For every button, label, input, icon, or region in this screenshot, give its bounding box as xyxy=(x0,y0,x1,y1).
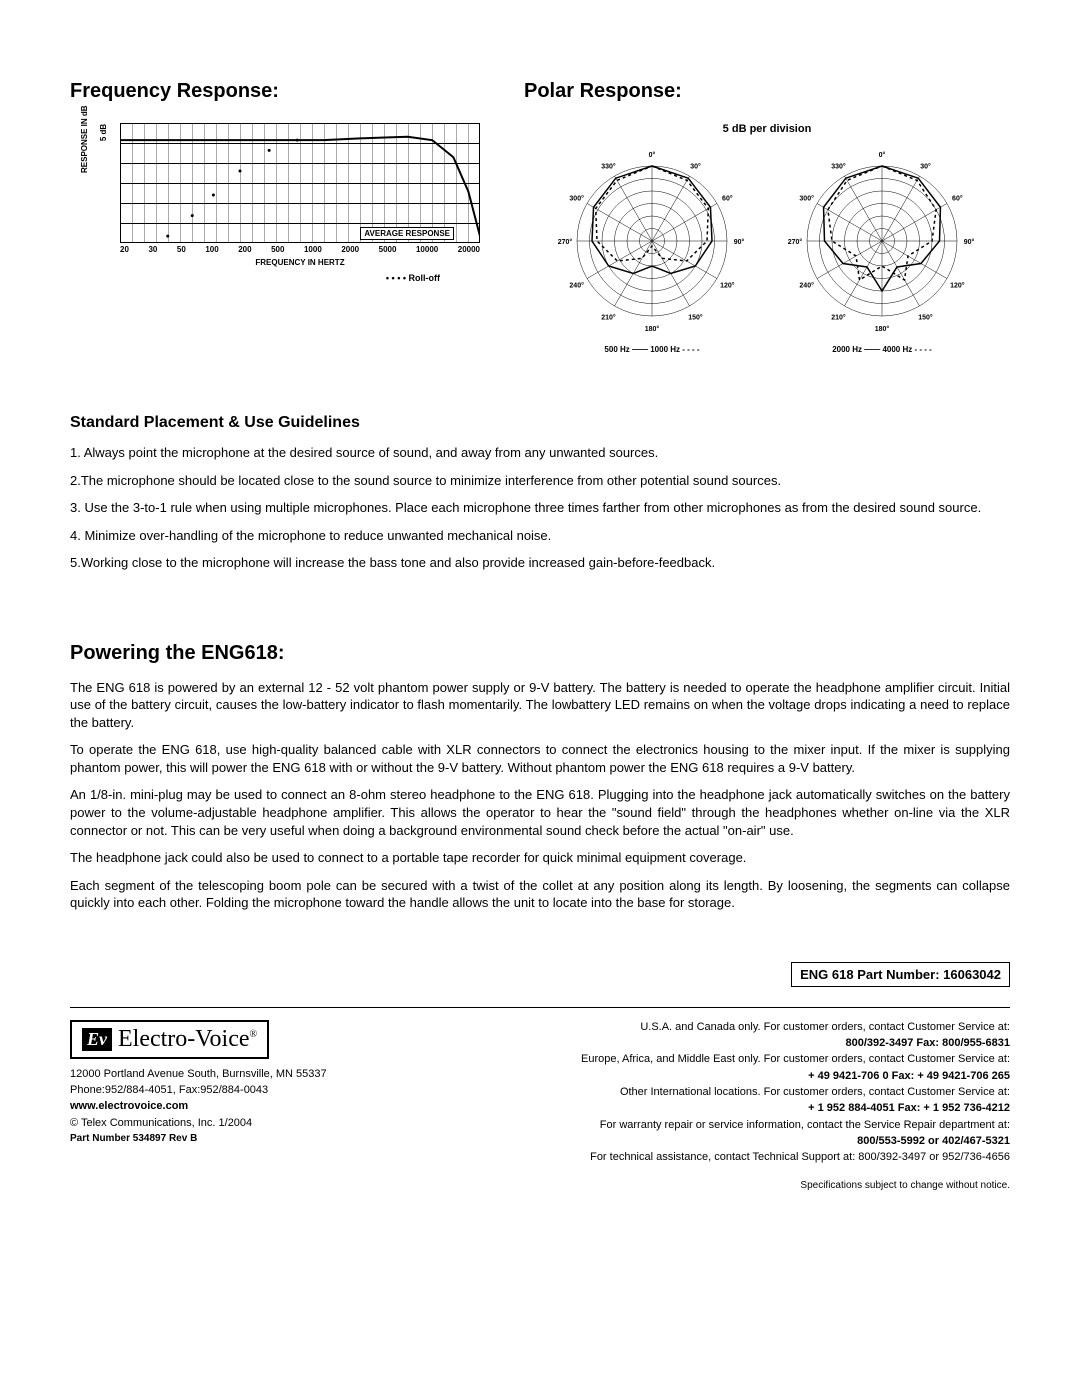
footer-contact-line: Other International locations. For custo… xyxy=(458,1085,1010,1099)
power-paragraph: The headphone jack could also be used to… xyxy=(70,849,1010,867)
polar-response-title: Polar Response: xyxy=(524,80,1010,103)
footer-separator xyxy=(70,1007,1010,1008)
svg-text:270°: 270° xyxy=(788,238,803,246)
power-paragraph: Each segment of the telescoping boom pol… xyxy=(70,877,1010,912)
footer-website: www.electrovoice.com xyxy=(70,1099,438,1113)
footer-contact-line: 800/553-5992 or 402/467-5321 xyxy=(458,1134,1010,1148)
freq-ylabel: RESPONSE IN dB xyxy=(80,105,89,173)
polar-plot-right: 0° 30° 60° 90° 120° 150° 180° 210° 240° 270° 300° 3… xyxy=(782,141,982,341)
freq-xtick: 2000 xyxy=(341,245,359,254)
footer-phone: Phone:952/884-4051, Fax:952/884-0043 xyxy=(70,1083,438,1097)
ev-logo-text: Electro-Voice® xyxy=(118,1026,257,1053)
freq-xtick: 20 xyxy=(120,245,129,254)
svg-text:30°: 30° xyxy=(690,163,701,171)
svg-text:60°: 60° xyxy=(952,195,963,203)
guideline-item: 5.Working close to the microphone will i… xyxy=(70,554,1010,572)
footer-contact-line: For warranty repair or service informati… xyxy=(458,1118,1010,1132)
freq-curve-svg xyxy=(120,123,480,243)
svg-text:240°: 240° xyxy=(569,282,584,290)
svg-text:150°: 150° xyxy=(918,313,933,321)
guideline-item: 3. Use the 3-to-1 rule when using multip… xyxy=(70,499,1010,517)
svg-text:90°: 90° xyxy=(734,238,745,246)
svg-text:0°: 0° xyxy=(879,151,886,159)
footer-contact-line: Europe, Africa, and Middle East only. Fo… xyxy=(458,1052,1010,1066)
spec-note: Specifications subject to change without… xyxy=(70,1180,1010,1191)
svg-text:120°: 120° xyxy=(720,282,735,290)
guideline-item: 1. Always point the microphone at the de… xyxy=(70,444,1010,462)
svg-text:330°: 330° xyxy=(601,163,616,171)
power-paragraph: The ENG 618 is powered by an external 12… xyxy=(70,679,1010,732)
svg-text:120°: 120° xyxy=(950,282,965,290)
footer-contact-line: + 49 9421-706 0 Fax: + 49 9421-706 265 xyxy=(458,1069,1010,1083)
svg-text:0°: 0° xyxy=(649,151,656,159)
power-section: Powering the ENG618: The ENG 618 is powe… xyxy=(70,642,1010,912)
footer-contact-line: For technical assistance, contact Techni… xyxy=(458,1150,1010,1164)
svg-text:210°: 210° xyxy=(601,313,616,321)
freq-xtick: 1000 xyxy=(304,245,322,254)
svg-text:30°: 30° xyxy=(920,163,931,171)
footer-contact-line: + 1 952 884-4051 Fax: + 1 952 736-4212 xyxy=(458,1101,1010,1115)
freq-xtick: 500 xyxy=(271,245,284,254)
freq-response-chart: 5 dB RESPONSE IN dB AVERAGE RESPONSE 203… xyxy=(100,123,480,273)
polar-left-freqs: 500 Hz —— 1000 Hz - - - - xyxy=(552,345,752,354)
footer-part-number: Part Number 534897 Rev B xyxy=(70,1132,438,1145)
power-paragraph: An 1/8-in. mini-plug may be used to conn… xyxy=(70,786,1010,839)
polar-plot-left: 0° 30° 60° 90° 120° 150° 180° 210° 240° 270° 300° 3… xyxy=(552,141,752,341)
polar-right-freqs: 2000 Hz —— 4000 Hz - - - - xyxy=(782,345,982,354)
part-number-box: ENG 618 Part Number: 16063042 xyxy=(791,962,1010,987)
polar-caption: 5 dB per division xyxy=(524,123,1010,135)
svg-text:270°: 270° xyxy=(558,238,573,246)
svg-text:60°: 60° xyxy=(722,195,733,203)
freq-response-title: Frequency Response: xyxy=(70,80,484,103)
svg-text:210°: 210° xyxy=(831,313,846,321)
svg-text:180°: 180° xyxy=(645,325,660,333)
footer-copyright: © Telex Communications, Inc. 1/2004 xyxy=(70,1116,438,1130)
freq-xtick: 10000 xyxy=(416,245,438,254)
footer-contact-line: U.S.A. and Canada only. For customer ord… xyxy=(458,1020,1010,1034)
power-paragraph: To operate the ENG 618, use high-quality… xyxy=(70,741,1010,776)
freq-xtick: 200 xyxy=(238,245,251,254)
freq-xtick: 30 xyxy=(148,245,157,254)
guideline-item: 2.The microphone should be located close… xyxy=(70,472,1010,490)
freq-xlabel: FREQUENCY IN HERTZ xyxy=(120,258,480,267)
power-title: Powering the ENG618: xyxy=(70,642,1010,665)
svg-text:180°: 180° xyxy=(875,325,890,333)
rolloff-label: • • • • Roll-off xyxy=(386,273,440,283)
ev-logo: Ev Electro-Voice® xyxy=(70,1020,269,1059)
footer-contact-line: 800/392-3497 Fax: 800/955-6831 xyxy=(458,1036,1010,1050)
footer: Ev Electro-Voice® 12000 Portland Avenue … xyxy=(70,1020,1010,1167)
guidelines-title: Standard Placement & Use Guidelines xyxy=(70,414,1010,432)
freq-5db-label: 5 dB xyxy=(99,124,108,141)
svg-text:300°: 300° xyxy=(569,195,584,203)
svg-text:300°: 300° xyxy=(799,195,814,203)
ev-logo-box: Ev xyxy=(82,1028,112,1051)
svg-text:150°: 150° xyxy=(688,313,703,321)
freq-xtick: 20000 xyxy=(458,245,480,254)
guideline-item: 4. Minimize over-handling of the microph… xyxy=(70,527,1010,545)
freq-xtick: 100 xyxy=(205,245,218,254)
freq-xtick: 50 xyxy=(177,245,186,254)
freq-xticks: 20 30 50 100 200 500 1000 2000 5000 10000 20000 xyxy=(120,245,480,254)
guidelines-section: Standard Placement & Use Guidelines 1. A… xyxy=(70,414,1010,572)
svg-text:330°: 330° xyxy=(831,163,846,171)
svg-text:90°: 90° xyxy=(964,238,975,246)
freq-xtick: 5000 xyxy=(379,245,397,254)
svg-text:240°: 240° xyxy=(799,282,814,290)
footer-address: 12000 Portland Avenue South, Burnsville,… xyxy=(70,1067,438,1081)
